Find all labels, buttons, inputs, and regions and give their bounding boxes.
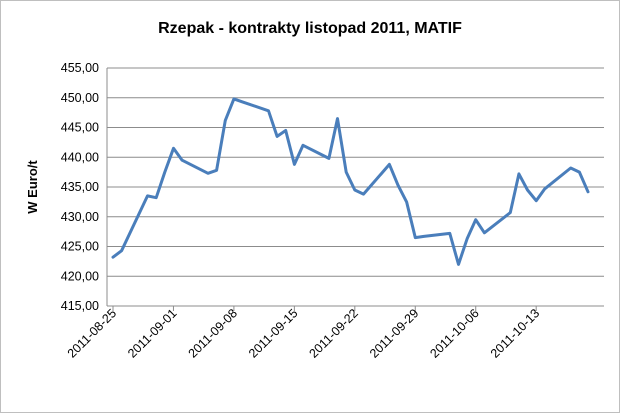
data-point: [526, 189, 529, 192]
data-point: [146, 194, 149, 197]
y-axis-label: W Euro/t: [25, 160, 40, 214]
data-point: [353, 189, 356, 192]
data-point: [276, 135, 279, 138]
data-point: [155, 196, 158, 199]
x-tick-label: 2011-10-13: [488, 306, 542, 360]
data-point: [569, 167, 572, 170]
y-tick-label: 420,00: [61, 269, 99, 283]
data-point: [293, 163, 296, 166]
data-point: [448, 232, 451, 235]
data-point: [327, 157, 330, 160]
data-point: [345, 171, 348, 174]
data-point: [535, 199, 538, 202]
data-point: [224, 119, 227, 122]
y-tick-label: 415,00: [61, 299, 99, 313]
data-point: [362, 193, 365, 196]
axes: [106, 68, 604, 311]
x-tick-label: 2011-09-29: [367, 306, 421, 360]
y-tick-label: 440,00: [61, 150, 99, 164]
data-point: [466, 237, 469, 240]
x-tick-label: 2011-09-22: [306, 306, 360, 360]
data-point: [336, 117, 339, 120]
data-point: [284, 129, 287, 132]
data-point: [207, 172, 210, 175]
series-group: [111, 97, 590, 266]
x-tick-labels: 2011-08-25 2011-09-01 2011-09-08 2011-09-15…: [65, 306, 543, 360]
y-tick-label: 445,00: [61, 121, 99, 135]
y-tick-label: 450,00: [61, 91, 99, 105]
data-point: [397, 184, 400, 187]
data-point: [388, 163, 391, 166]
y-tick-label: 425,00: [61, 240, 99, 254]
data-point: [172, 147, 175, 150]
grid-lines: [107, 67, 604, 307]
data-point: [578, 171, 581, 174]
data-point: [474, 218, 477, 221]
data-point: [483, 231, 486, 234]
data-point: [422, 235, 425, 238]
data-point: [509, 211, 512, 214]
data-point: [457, 263, 460, 266]
data-point: [302, 144, 305, 147]
y-tick-label: 455,00: [61, 61, 99, 75]
x-tick-label: 2011-10-06: [427, 306, 481, 360]
data-point: [517, 172, 520, 175]
x-tick-label: 2011-09-08: [186, 306, 240, 360]
data-point: [241, 100, 244, 103]
x-tick-label: 2011-08-25: [65, 306, 119, 360]
y-tick-labels: 415,00 420,00 425,00 430,00 435,00 440,00 445,…: [61, 61, 99, 313]
data-point: [112, 256, 115, 259]
data-point: [120, 249, 123, 252]
series-line: [111, 97, 590, 266]
data-point: [587, 190, 590, 193]
data-point: [405, 200, 408, 203]
chart-title: Rzepak - kontrakty listopad 2011, MATIF: [158, 20, 462, 37]
data-point: [163, 171, 166, 174]
x-tick-label: 2011-09-15: [246, 306, 300, 360]
y-tick-label: 435,00: [61, 180, 99, 194]
x-tick-label: 2011-09-01: [125, 306, 179, 360]
y-tick-label: 430,00: [61, 210, 99, 224]
data-point: [232, 97, 235, 100]
data-point: [215, 169, 218, 172]
data-point: [267, 109, 270, 112]
data-point: [181, 159, 184, 162]
data-point: [543, 187, 546, 190]
data-point: [414, 236, 417, 239]
